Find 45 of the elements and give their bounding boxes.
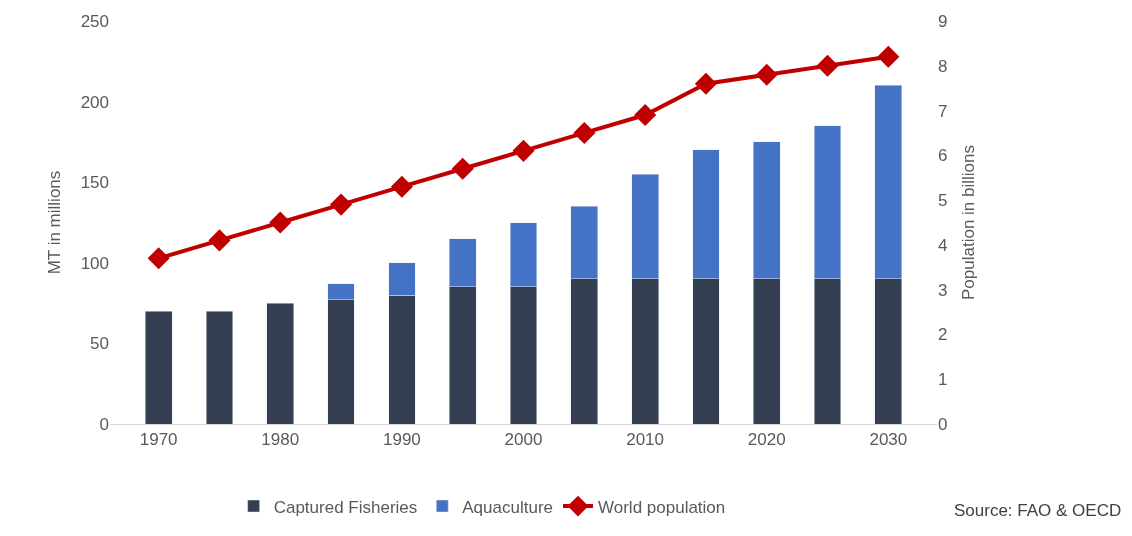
x-tick-label: 2000	[504, 430, 543, 450]
x-tick-label: 1980	[261, 430, 300, 450]
y2-tick-label: 3	[938, 280, 948, 300]
y2-tick-label: 9	[938, 11, 948, 31]
y2-axis-title: Population in billions	[958, 145, 978, 300]
x-tick-label: 2010	[626, 430, 665, 450]
point	[634, 103, 657, 127]
point	[208, 229, 231, 252]
x-tick-label: 1990	[382, 430, 421, 450]
y2-tick-label: 5	[938, 191, 948, 211]
y2-tick-label: 7	[938, 101, 948, 121]
y-axis-title: MT in millions	[45, 170, 65, 275]
bar	[266, 302, 294, 424]
point	[269, 211, 292, 234]
point	[573, 121, 596, 144]
x-tick-label: 2030	[869, 430, 908, 450]
y-tick-label: 200	[80, 92, 109, 112]
y-tick-label: 250	[80, 11, 109, 31]
point	[330, 193, 353, 216]
point	[512, 139, 535, 162]
y-tick-label: 50	[90, 334, 109, 354]
point	[694, 72, 717, 95]
y2-tick-label: 1	[938, 370, 948, 390]
source-note: Source: FAO & OECD	[954, 501, 1122, 520]
legend-label: Captured Fisheries	[273, 497, 418, 517]
point	[451, 157, 474, 180]
y2-tick-label: 4	[938, 235, 948, 255]
y-tick-label: 150	[80, 173, 109, 193]
point	[816, 54, 839, 77]
point	[877, 45, 900, 68]
point	[147, 247, 170, 270]
y2-tick-label: 8	[938, 56, 948, 76]
y-tick-label: 100	[80, 253, 109, 273]
y-tick-label: 0	[99, 414, 109, 434]
y2-tick-label: 0	[938, 414, 948, 434]
x-tick-label: 2020	[747, 430, 786, 450]
bar	[205, 310, 234, 424]
x-tick-label: 1970	[139, 430, 178, 450]
bar	[145, 310, 173, 424]
legend-label: Aquaculture	[462, 497, 554, 517]
point	[755, 63, 778, 86]
point	[390, 175, 413, 198]
y2-tick-label: 2	[938, 325, 948, 345]
y2-tick-label: 6	[938, 146, 948, 166]
legend-label: World population	[598, 497, 726, 517]
